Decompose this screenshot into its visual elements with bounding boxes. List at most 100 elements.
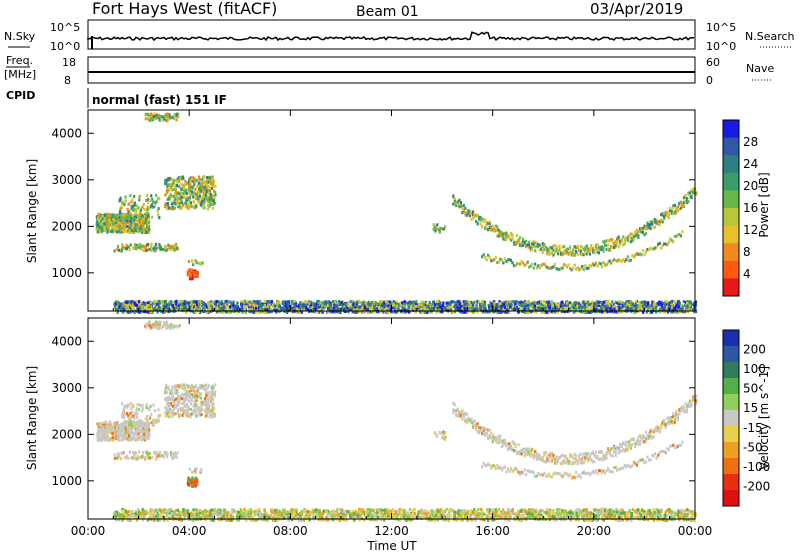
range-cell bbox=[640, 253, 643, 257]
range-cell bbox=[517, 310, 520, 314]
range-cell bbox=[192, 310, 195, 314]
range-cell bbox=[643, 224, 646, 228]
range-cell bbox=[146, 112, 149, 116]
range-cell bbox=[347, 304, 350, 307]
range-cell bbox=[628, 307, 631, 311]
range-cell bbox=[248, 310, 251, 314]
range-cell bbox=[678, 202, 681, 205]
range-cell bbox=[625, 236, 628, 240]
range-cell bbox=[151, 197, 154, 201]
range-cell bbox=[327, 307, 330, 311]
range-cell bbox=[456, 308, 459, 312]
range-cell bbox=[137, 220, 141, 224]
range-cell bbox=[265, 308, 268, 312]
range-cell bbox=[422, 302, 425, 306]
range-cell bbox=[174, 193, 177, 197]
range-cell bbox=[137, 224, 140, 228]
range-cell bbox=[620, 238, 623, 241]
range-cell bbox=[594, 245, 597, 249]
range-cell bbox=[198, 181, 201, 185]
range-cell bbox=[420, 300, 423, 304]
range-cell bbox=[112, 438, 115, 442]
range-cell bbox=[147, 201, 150, 204]
range-cell bbox=[200, 202, 203, 205]
range-cell bbox=[135, 211, 138, 215]
range-cell bbox=[484, 255, 487, 259]
range-cell bbox=[127, 434, 130, 438]
range-cell bbox=[129, 423, 132, 427]
range-cell bbox=[143, 217, 146, 221]
range-cell bbox=[154, 300, 157, 304]
range-cell bbox=[346, 306, 349, 310]
range-cell bbox=[135, 428, 138, 432]
range-cell bbox=[159, 301, 162, 305]
range-cell bbox=[106, 423, 110, 427]
range-cell bbox=[207, 184, 210, 188]
range-cell bbox=[541, 262, 544, 266]
range-cell bbox=[198, 184, 201, 188]
range-cell bbox=[493, 229, 496, 233]
range-cell bbox=[674, 310, 677, 314]
range-cell bbox=[568, 301, 571, 305]
range-cell bbox=[635, 252, 638, 255]
range-cell bbox=[614, 244, 617, 248]
range-cell bbox=[497, 234, 500, 238]
range-cell bbox=[488, 256, 491, 260]
range-cell bbox=[198, 306, 202, 310]
range-cell bbox=[150, 248, 153, 252]
range-cell bbox=[658, 241, 661, 245]
range-cell bbox=[401, 306, 404, 310]
range-cell bbox=[236, 306, 239, 310]
range-cell bbox=[113, 227, 116, 231]
range-cell bbox=[143, 226, 146, 230]
range-cell bbox=[528, 243, 531, 246]
range-cell bbox=[156, 209, 159, 213]
range-cell bbox=[115, 304, 118, 308]
range-cell bbox=[170, 307, 174, 311]
range-cell bbox=[196, 185, 199, 189]
range-cell bbox=[137, 427, 140, 431]
range-cell bbox=[375, 310, 378, 314]
range-cell bbox=[208, 190, 211, 193]
range-cell bbox=[123, 224, 126, 227]
range-cell bbox=[260, 307, 263, 311]
range-cell bbox=[673, 300, 676, 304]
range-cell bbox=[438, 307, 441, 311]
range-cell bbox=[195, 270, 198, 274]
range-cell bbox=[146, 435, 149, 439]
range-cell bbox=[348, 307, 351, 311]
range-cell bbox=[526, 300, 529, 304]
range-cell bbox=[158, 308, 162, 312]
range-cell bbox=[246, 300, 249, 304]
range-cell bbox=[507, 301, 510, 305]
range-cell bbox=[467, 211, 470, 215]
range-cell bbox=[287, 304, 290, 308]
range-cell bbox=[407, 310, 411, 314]
range-cell bbox=[611, 241, 614, 245]
range-cell bbox=[127, 218, 130, 222]
range-cell bbox=[189, 277, 192, 281]
range-cell bbox=[564, 252, 567, 255]
range-cell bbox=[585, 303, 588, 307]
range-cell bbox=[166, 184, 169, 188]
range-cell bbox=[455, 301, 458, 305]
range-cell bbox=[140, 245, 143, 249]
range-cell bbox=[522, 239, 525, 243]
range-cell bbox=[679, 234, 682, 238]
range-cell bbox=[173, 178, 176, 182]
range-cell bbox=[108, 216, 111, 220]
range-cell bbox=[126, 305, 129, 309]
range-cell bbox=[173, 206, 176, 210]
range-cell bbox=[189, 275, 192, 278]
range-cell bbox=[481, 217, 484, 221]
range-cell bbox=[142, 203, 145, 206]
range-cell bbox=[116, 420, 119, 424]
range-cell bbox=[611, 237, 614, 241]
range-cell bbox=[597, 251, 601, 255]
range-cell bbox=[198, 194, 201, 198]
range-cell bbox=[336, 304, 339, 308]
range-cell bbox=[197, 305, 200, 309]
range-cell bbox=[583, 300, 587, 304]
range-cell bbox=[480, 307, 484, 311]
range-cell bbox=[173, 113, 176, 117]
